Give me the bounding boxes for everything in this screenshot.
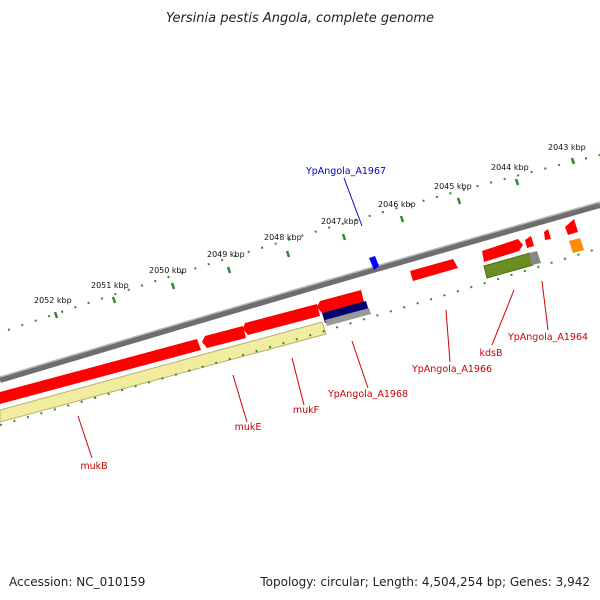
kbp-label: 2050 kbp [149, 266, 187, 275]
gene-a1968-arrow [317, 290, 364, 313]
gene-orange-feature [569, 238, 584, 253]
gene-label-kdsb: kdsB [480, 348, 503, 359]
major-tick [514, 178, 520, 186]
gene-a1964-arrow [565, 219, 578, 235]
major-tick [170, 282, 176, 290]
gene-a1968-gray-tail [325, 308, 371, 326]
kbp-label: 2044 kbp [491, 163, 529, 172]
gene-a1966-arrow [410, 259, 458, 281]
kbp-label: 2049 kbp [207, 250, 245, 259]
gene-label-a1964: YpAngola_A1964 [507, 332, 588, 343]
kbp-label: 2051 kbp [91, 281, 129, 290]
major-tick [111, 296, 117, 304]
major-ticks [53, 157, 576, 319]
gene-a1968-navy-feature [322, 301, 369, 323]
leader-line [343, 177, 363, 227]
major-tick [53, 311, 59, 319]
leader-line [291, 357, 305, 406]
gene-kdsb-forward-arrow [482, 239, 523, 262]
kbp-label: 2046 kbp [378, 200, 416, 209]
gene-mukb-feature [0, 321, 327, 423]
gene-small-arrow-2 [544, 229, 551, 240]
leader-line [351, 340, 369, 389]
gene-mukf-arrow [243, 304, 320, 335]
major-tick [456, 197, 462, 205]
gene-label-a1966: YpAngola_A1966 [411, 364, 492, 375]
major-tick [226, 266, 232, 274]
gene-muke-arrow [202, 326, 246, 348]
major-tick [285, 250, 291, 258]
major-tick [399, 215, 405, 223]
leader-line [77, 415, 93, 459]
genome-backbone-highlight [0, 201, 600, 378]
map-title: Yersinia pestis Angola, complete genome [166, 11, 434, 26]
leader-line [491, 289, 515, 346]
leader-line [232, 374, 248, 423]
leader-line [541, 280, 549, 331]
gene-kdsb-olive-feature [483, 252, 534, 279]
kbp-label: 2043 kbp [548, 143, 586, 152]
gene-a1967-blue-feature [369, 256, 379, 270]
gene-label-a1967: YpAngola_A1967 [305, 166, 386, 177]
genome-backbone [0, 202, 600, 383]
gene-mukb-arrow [0, 339, 201, 404]
gene-label-muke: mukE [235, 422, 262, 433]
gene-small-arrow-1 [525, 236, 534, 248]
kbp-label: 2048 kbp [264, 233, 302, 242]
major-tick [341, 233, 347, 241]
gene-label-a1968: YpAngola_A1968 [327, 389, 408, 400]
accession-text: Accession: NC_010159 [9, 575, 145, 589]
leader-lines [77, 177, 549, 459]
gene-kdsb-gray-tail [529, 251, 541, 265]
kbp-labels: 2043 kbp 2044 kbp 2045 kbp 2046 kbp 2047… [34, 143, 586, 305]
leader-line [445, 309, 451, 363]
gene-labels: YpAngola_A1967 YpAngola_A1964 kdsB YpAng… [80, 166, 588, 472]
topology-text: Topology: circular; Length: 4,504,254 bp… [259, 575, 590, 589]
gene-label-mukb: mukB [80, 461, 107, 472]
kbp-label: 2045 kbp [434, 182, 472, 191]
kbp-label: 2052 kbp [34, 296, 72, 305]
gene-label-mukf: mukF [293, 405, 319, 416]
kbp-label: 2047 kbp [321, 217, 359, 226]
major-tick [570, 157, 576, 165]
